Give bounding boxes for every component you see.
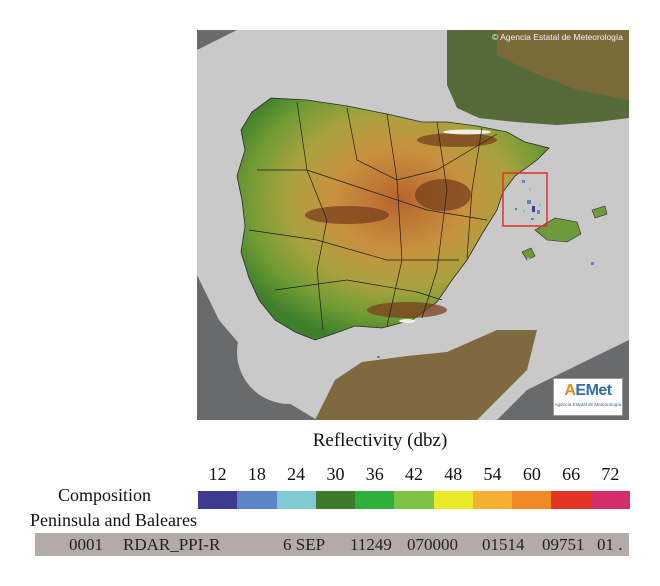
legend-swatch bbox=[237, 491, 277, 509]
legend-tick-label: 72 bbox=[601, 464, 620, 484]
legend-swatch bbox=[551, 491, 591, 509]
legend-tick-label: 42 bbox=[405, 464, 423, 484]
legend-swatch bbox=[394, 491, 434, 509]
composition-label: Composition bbox=[58, 485, 152, 505]
legend-tick-label: 30 bbox=[326, 464, 345, 484]
info-field-1: 11249 bbox=[350, 535, 392, 554]
legend-title: Reflectivity (dbz) bbox=[312, 430, 448, 451]
legend-ticks: 12 18 24 30 36 42 48 54 60 66 72 bbox=[198, 464, 630, 486]
north-africa-land bbox=[315, 330, 537, 420]
info-id: 0001 bbox=[69, 535, 103, 554]
radar-map: © Agencia Estatal de Meteorología AEMet … bbox=[197, 30, 629, 420]
legend-tick-label: 60 bbox=[522, 464, 541, 484]
legend-tick-label: 12 bbox=[208, 464, 227, 484]
legend-swatch bbox=[276, 491, 316, 509]
legend-tick-label: 18 bbox=[247, 464, 266, 484]
legend-swatch bbox=[433, 491, 473, 509]
info-field-3: 01514 bbox=[482, 535, 525, 554]
info-bar: 0001 RDAR_PPI-R 6 SEP 11249 070000 01514… bbox=[35, 533, 629, 556]
mountain-ranges bbox=[305, 133, 497, 318]
legend-tick-label: 66 bbox=[562, 464, 581, 484]
legend-swatch bbox=[355, 491, 395, 509]
legend-color-scale bbox=[198, 491, 630, 509]
highlight-box bbox=[502, 172, 548, 227]
iberian-peninsula bbox=[236, 97, 550, 341]
aemet-logo-subtitle: Agencia Estatal de Meteorología bbox=[554, 402, 622, 407]
info-field-2: 070000 bbox=[407, 535, 458, 554]
copyright-text: © Agencia Estatal de Meteorología bbox=[491, 32, 623, 42]
aemet-logo-mark: AEMet bbox=[564, 382, 612, 399]
info-product: RDAR_PPI-R bbox=[123, 535, 221, 554]
legend-swatch bbox=[590, 491, 630, 509]
legend-swatch bbox=[198, 491, 238, 509]
info-field-4: 09751 bbox=[542, 535, 585, 554]
snow-peaks bbox=[399, 129, 491, 323]
legend-swatch bbox=[472, 491, 513, 509]
legend-swatch bbox=[315, 491, 356, 509]
info-field-5: 01 . bbox=[597, 535, 623, 554]
legend-tick-label: 54 bbox=[483, 464, 502, 484]
radar-map-image bbox=[197, 30, 629, 420]
legend-swatch bbox=[512, 491, 552, 509]
legend-tick-label: 36 bbox=[365, 464, 384, 484]
province-borders bbox=[248, 101, 498, 331]
legend-tick-label: 24 bbox=[287, 464, 306, 484]
radar-echoes bbox=[377, 180, 594, 358]
composition-region-label: Peninsula and Baleares bbox=[30, 510, 197, 530]
alps-region bbox=[497, 30, 629, 100]
info-date: 6 SEP bbox=[283, 535, 326, 554]
legend-tick-label: 48 bbox=[444, 464, 463, 484]
aemet-logo: AEMet Agencia Estatal de Meteorología bbox=[553, 378, 623, 416]
